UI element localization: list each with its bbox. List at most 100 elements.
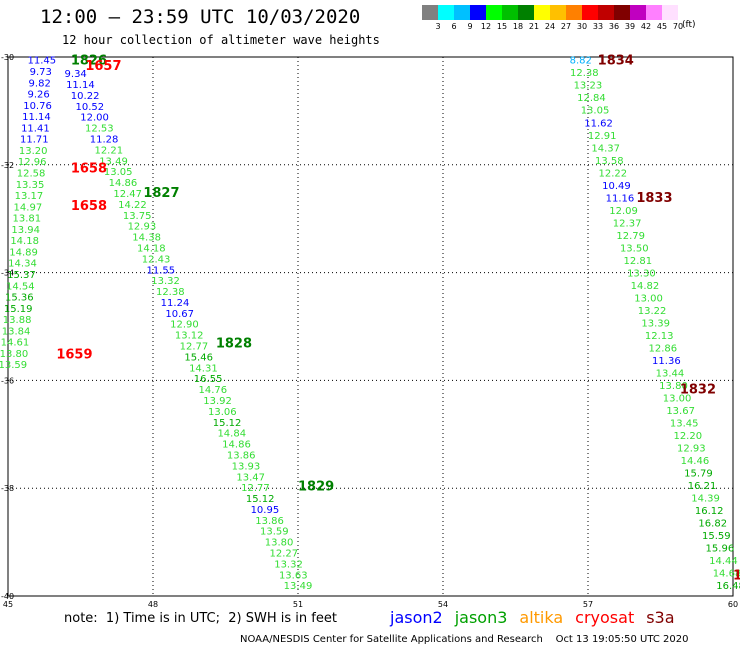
- latitude-tick-label: -30: [1, 53, 14, 62]
- latitude-tick-label: -40: [1, 592, 14, 601]
- swh-value-label: 11.14: [66, 80, 95, 91]
- swh-value-label: 14.44: [709, 556, 738, 567]
- swh-value-label: 13.39: [641, 318, 670, 329]
- swh-value-label: 13.86: [255, 516, 284, 527]
- longitude-tick-label: 51: [293, 600, 303, 609]
- swh-value-label: 12.93: [128, 222, 157, 233]
- color-swatch: [454, 5, 470, 20]
- swh-value-label: 13.88: [3, 315, 32, 326]
- swh-value-label: 11.14: [22, 112, 51, 123]
- map-subtitle: 12 hour collection of altimeter wave hei…: [62, 33, 380, 47]
- swh-value-label: 15.36: [5, 293, 34, 304]
- swh-value-label: 15.96: [706, 544, 735, 555]
- swh-value-label: 9.26: [27, 90, 49, 101]
- swh-value-label: 14.31: [189, 363, 218, 374]
- swh-value-label: 13.22: [638, 306, 667, 317]
- color-scale-tick-label: 24: [544, 22, 556, 31]
- credit-line: NOAA/NESDIS Center for Satellite Applica…: [240, 634, 689, 645]
- swh-value-label: 14.22: [118, 200, 147, 211]
- swh-value-label: 12.37: [613, 218, 642, 229]
- swh-value-label: 13.47: [236, 472, 265, 483]
- swh-value-label: 12.38: [156, 287, 185, 298]
- swh-value-label: 13.58: [595, 156, 624, 167]
- map-title: 12:00 – 23:59 UTC 10/03/2020: [40, 6, 361, 28]
- color-swatch: [422, 5, 438, 20]
- satellite-legend-s3a: s3a: [646, 608, 675, 627]
- satellite-legend-jason2: jason2: [390, 608, 443, 627]
- pass-time-label: 1826: [71, 54, 107, 69]
- swh-value-label: 14.34: [8, 259, 37, 270]
- swh-value-label: 14.82: [631, 281, 660, 292]
- satellite-legend: jason2 jason3 altika cryosat s3a: [390, 608, 687, 627]
- satellite-legend-altika: altika: [519, 608, 564, 627]
- swh-value-label: 15.12: [246, 494, 275, 505]
- swh-value-label: 13.23: [574, 81, 603, 92]
- swh-value-label: 13.32: [151, 276, 180, 287]
- swh-value-label: 13.67: [666, 406, 695, 417]
- latitude-tick-label: -38: [1, 484, 14, 493]
- swh-value-label: 12.47: [113, 189, 142, 200]
- color-scale-tick-label: 15: [496, 22, 508, 31]
- color-swatch: [518, 5, 534, 20]
- swh-value-label: 12.77: [241, 483, 270, 494]
- pass-time-label: 1829: [298, 480, 334, 495]
- swh-value-label: 13.94: [11, 225, 40, 236]
- swh-value-label: 12.90: [170, 320, 199, 331]
- swh-value-label: 13.92: [203, 396, 232, 407]
- pass-time-label: 1833: [636, 191, 672, 206]
- swh-value-label: 11.41: [21, 123, 50, 134]
- color-swatch: [534, 5, 550, 20]
- swh-value-label: 12.13: [645, 331, 674, 342]
- color-swatch: [438, 5, 454, 20]
- swh-value-label: 10.67: [165, 309, 194, 320]
- swh-value-label: 10.95: [251, 505, 280, 516]
- swh-value-label: 13.63: [279, 570, 308, 581]
- swh-value-label: 14.46: [681, 456, 710, 467]
- swh-value-label: 15.79: [684, 469, 713, 480]
- color-scale-tick-label: 27: [560, 22, 572, 31]
- swh-value-label: 13.06: [208, 407, 237, 418]
- color-scale-tick-label: 45: [656, 22, 668, 31]
- swh-value-label: 11.55: [146, 265, 175, 276]
- swh-value-label: 13.32: [274, 559, 303, 570]
- swh-value-label: 13.86: [227, 450, 256, 461]
- color-scale-tick-label: 30: [576, 22, 588, 31]
- swh-value-label: 13.49: [99, 156, 128, 167]
- pass-time-label: 1: [733, 568, 740, 583]
- swh-value-label: 13.00: [634, 293, 663, 304]
- swh-value-label: 13.20: [19, 146, 48, 157]
- swh-value-label: 14.38: [132, 233, 161, 244]
- color-swatch: [502, 5, 518, 20]
- swh-value-label: 10.76: [23, 101, 52, 112]
- latitude-tick-label: -36: [1, 376, 14, 385]
- swh-value-label: 13.49: [284, 581, 313, 592]
- color-scale-tick-label: 9: [467, 22, 473, 31]
- swh-value-label: 12.93: [677, 444, 706, 455]
- swh-value-label: 11.45: [28, 56, 57, 67]
- swh-value-label: 14.37: [591, 143, 620, 154]
- longitude-tick-label: 60: [728, 600, 738, 609]
- longitude-tick-label: 57: [583, 600, 593, 609]
- color-swatch: [598, 5, 614, 20]
- swh-value-label: 14.76: [199, 385, 228, 396]
- swh-value-label: 13.30: [627, 268, 656, 279]
- swh-value-label: 14.84: [217, 429, 246, 440]
- longitude-tick-label: 48: [148, 600, 158, 609]
- swh-value-label: 11.62: [584, 118, 613, 129]
- swh-value-label: 14.68: [713, 569, 740, 580]
- pass-time-label: 1832: [680, 382, 716, 397]
- swh-value-label: 12.91: [588, 131, 617, 142]
- swh-value-label: 15.12: [213, 418, 242, 429]
- swh-value-label: 12.38: [570, 68, 599, 79]
- swh-value-label: 13.17: [15, 191, 44, 202]
- swh-value-label: 15.37: [7, 270, 36, 281]
- swh-value-label: 12.22: [599, 168, 628, 179]
- swh-value-label: 12.81: [624, 256, 653, 267]
- swh-value-label: 13.05: [104, 167, 133, 178]
- swh-value-label: 13.80: [659, 381, 688, 392]
- color-swatch: [582, 5, 598, 20]
- swh-value-label: 13.45: [670, 419, 699, 430]
- color-swatch: [646, 5, 662, 20]
- swh-value-label: 11.24: [161, 298, 190, 309]
